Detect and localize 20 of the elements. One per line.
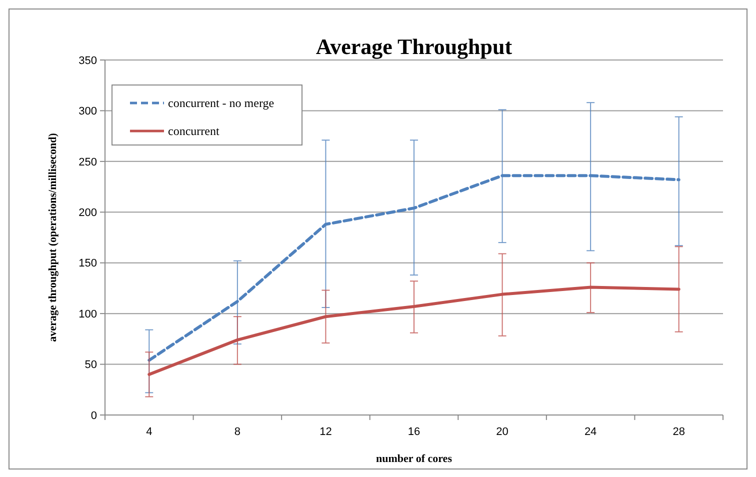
y-axis-title: average throughput (operations/millisecond)	[47, 132, 59, 342]
y-tick-label: 300	[78, 106, 97, 118]
y-tick-label: 200	[78, 206, 97, 219]
x-tick-label: 20	[496, 426, 508, 438]
legend-label: concurrent	[168, 124, 220, 138]
y-tick-label: 350	[78, 54, 97, 67]
x-tick-label: 4	[146, 426, 152, 438]
x-tick-label: 12	[320, 426, 332, 438]
x-axis-title: number of cores	[376, 453, 453, 465]
y-tick-label: 0	[90, 410, 97, 422]
chart-title: Average Throughput	[316, 34, 513, 59]
x-tick-label: 16	[408, 426, 420, 438]
y-tick-label: 150	[78, 258, 97, 270]
x-tick-label: 24	[584, 426, 597, 438]
x-tick-label: 28	[672, 426, 685, 438]
x-tick-label: 8	[234, 426, 240, 438]
legend-label: concurrent - no merge	[168, 96, 274, 110]
y-tick-label: 100	[78, 308, 97, 320]
y-tick-label: 250	[78, 156, 97, 168]
y-tick-label: 50	[84, 359, 97, 372]
